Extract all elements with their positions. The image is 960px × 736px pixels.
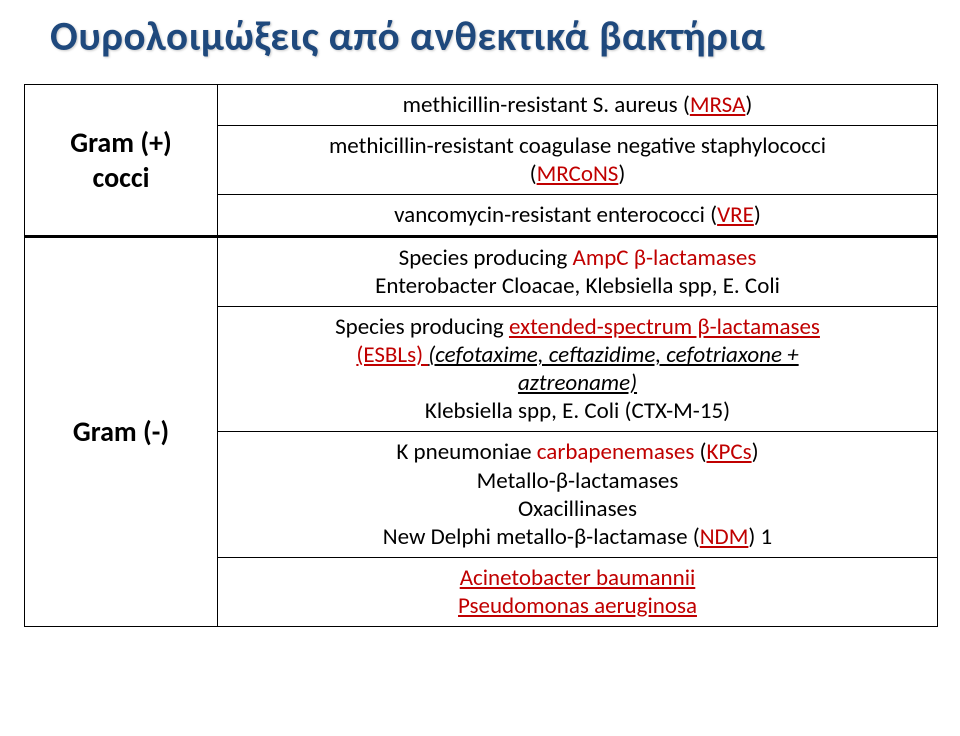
highlight-carbapenemases: carbapenemases (537, 438, 695, 466)
highlight-kpcs: KPCs (707, 438, 752, 466)
text: Enterobacter Cloacae, Klebsiella spp, E.… (375, 272, 780, 300)
highlight-pseudomonas: Pseudomonas aeruginosa (458, 592, 697, 620)
row-gram-positive: Gram (+) cocci methicillin-resistant S. … (25, 85, 937, 235)
highlight-vre: VRE (717, 201, 754, 229)
esbl-drugs-open: (cefotaxime, ceftazidime, cefotriaxone + (428, 341, 798, 369)
highlight-esbl-b: (ESBLs) (356, 341, 428, 369)
gram-pos-line1: Gram (+) (70, 125, 172, 160)
gram-pos-line2: cocci (93, 160, 150, 195)
gram-neg-label: Gram (-) (73, 414, 169, 449)
text: Species producing (335, 313, 509, 341)
text: ) (752, 438, 759, 466)
highlight-esbl-a: extended-spectrum β-lactamases (509, 313, 820, 341)
slide: Ουρολοιμώξεις από ανθεκτικά βακτήρια Gra… (0, 0, 960, 736)
row-gram-negative: Gram (-) Species producing AmpC β-lactam… (25, 235, 937, 626)
gram-pos-item-mrcons: methicillin-resistant coagulase negative… (218, 125, 937, 194)
text: ) (754, 201, 761, 229)
text: ) (745, 91, 752, 119)
text: ) (618, 160, 625, 188)
text: Oxacillinases (518, 495, 637, 523)
text: Metallo-β-lactamases (477, 467, 679, 495)
highlight-mrcons: MRCoNS (537, 160, 619, 188)
highlight-ndm: NDM (700, 523, 749, 551)
classification-table: Gram (+) cocci methicillin-resistant S. … (24, 84, 938, 627)
text: methicillin-resistant coagulase negative… (329, 132, 826, 160)
text: vancomycin-resistant enterococci ( (394, 201, 717, 229)
row-header-gram-positive: Gram (+) cocci (25, 85, 218, 235)
gram-neg-items: Species producing AmpC β-lactamases Ente… (218, 238, 937, 626)
text: ( (530, 160, 537, 188)
gram-pos-item-mrsa: methicillin-resistant S. aureus (MRSA) (218, 85, 937, 125)
gram-pos-item-vre: vancomycin-resistant enterococci (VRE) (218, 194, 937, 235)
text: K pneumoniae (396, 438, 536, 466)
text: ) 1 (748, 523, 772, 551)
gram-neg-item-nonfermenters: Acinetobacter baumannii Pseudomonas aeru… (218, 557, 937, 626)
row-header-gram-negative: Gram (-) (25, 238, 218, 626)
text: methicillin-resistant S. aureus ( (403, 91, 690, 119)
text: Klebsiella spp, E. Coli (CTX-M-15) (425, 397, 730, 425)
slide-title: Ουρολοιμώξεις από ανθεκτικά βακτήρια (50, 12, 910, 62)
highlight-mrsa: MRSA (690, 91, 746, 119)
highlight-ampc: AmpC β-lactamases (573, 244, 757, 272)
text: New Delphi metallo-β-lactamase ( (383, 523, 700, 551)
text: ( (694, 438, 706, 466)
gram-neg-item-esbl: Species producing extended-spectrum β-la… (218, 306, 937, 431)
text: Species producing (399, 244, 573, 272)
esbl-drugs-close: aztreoname) (518, 369, 637, 397)
gram-neg-item-ampc: Species producing AmpC β-lactamases Ente… (218, 238, 937, 306)
gram-pos-items: methicillin-resistant S. aureus (MRSA) m… (218, 85, 937, 235)
gram-neg-item-kpc: K pneumoniae carbapenemases (KPCs) Metal… (218, 431, 937, 556)
highlight-acinetobacter: Acinetobacter baumannii (460, 564, 696, 592)
